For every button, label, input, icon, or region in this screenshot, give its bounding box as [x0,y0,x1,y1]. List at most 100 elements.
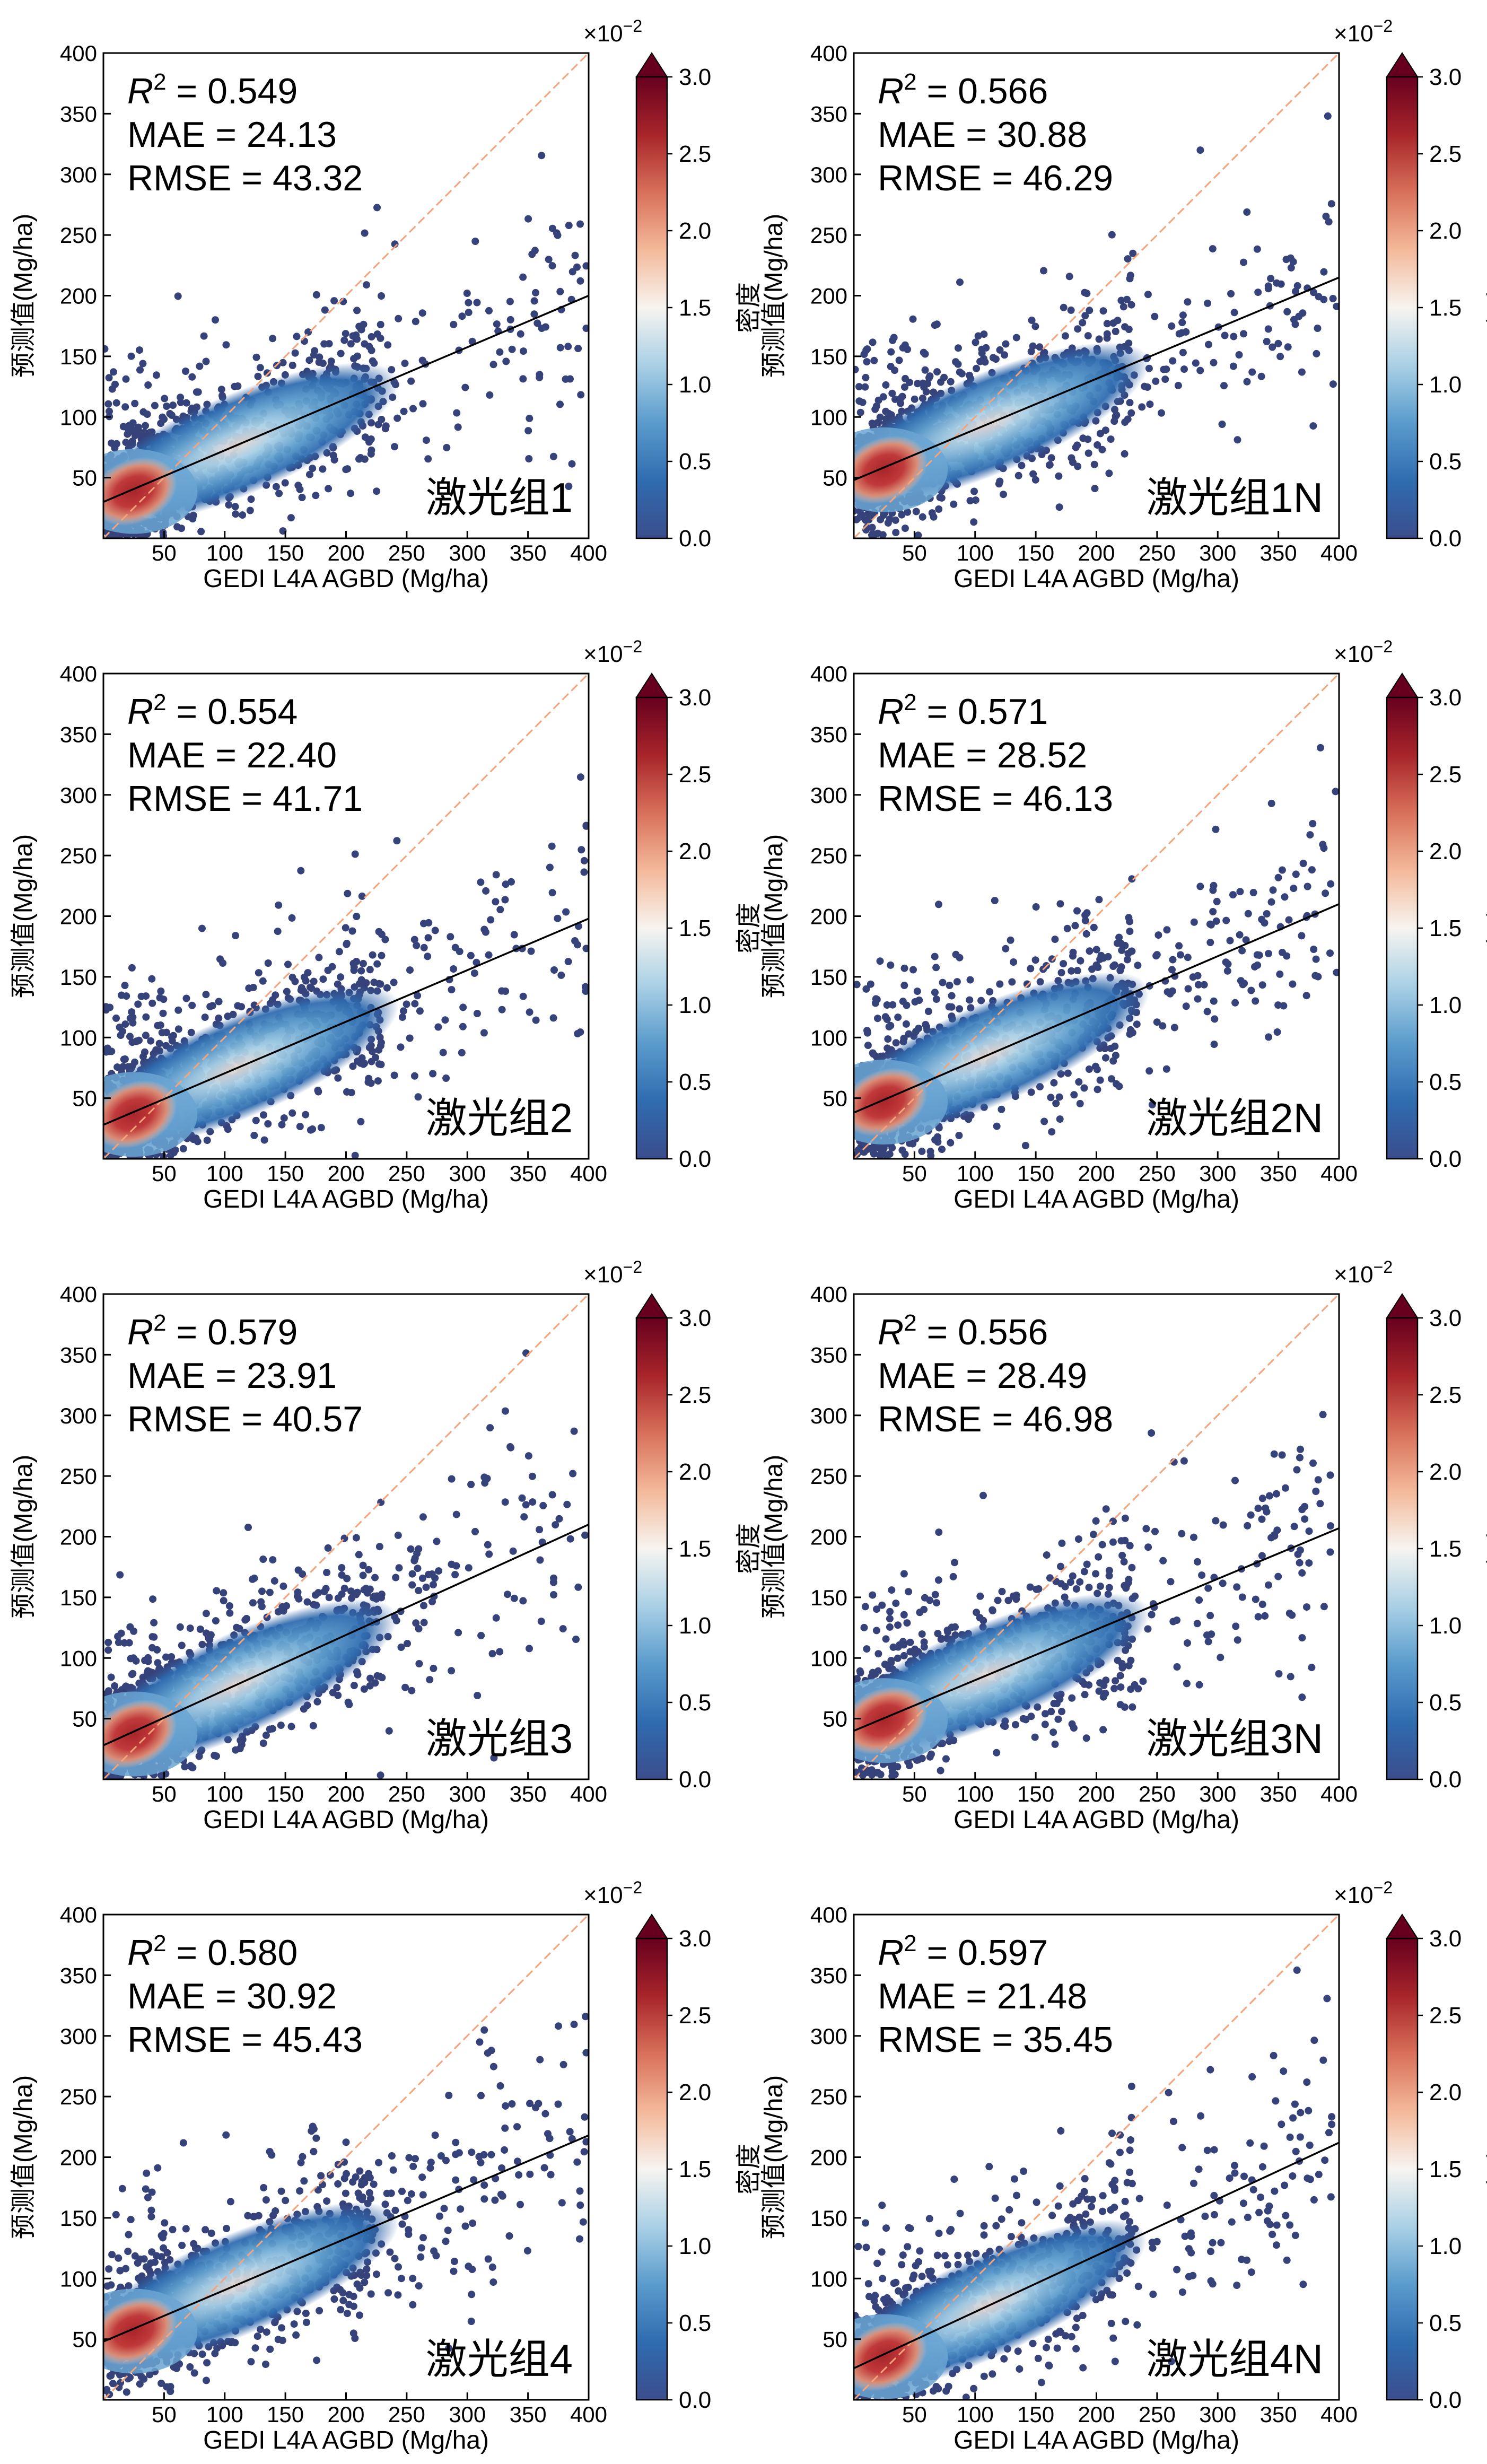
scatter-point [1002,340,1010,348]
scatter-point [879,511,887,519]
scatter-point [922,388,930,396]
metric-r2: R2 = 0.549 [127,69,298,111]
scatter-point [1031,322,1039,330]
scatter-point [1146,400,1154,408]
scatter-point [450,965,458,973]
x-tick-label: 350 [510,1161,547,1186]
scatter-point [450,320,458,328]
scatter-point [1028,316,1036,324]
y-tick-label: 350 [810,101,847,126]
scatter-point [508,345,516,353]
scatter-point [171,1146,179,1154]
scatter-point [288,362,296,369]
y-tick-label: 350 [60,722,97,747]
scatter-point [901,383,908,391]
scatter-point [980,330,988,338]
scatter-point [914,531,922,538]
scatter-point [473,958,480,966]
scatter-point [342,924,349,932]
scatter-point [139,408,147,416]
scatter-point [485,307,493,314]
scatter-point [347,1089,355,1097]
scatter-point [487,916,495,924]
scatter-point [950,500,958,508]
metric-r2: R2 = 0.566 [878,69,1048,111]
scatter-point [429,1070,437,1078]
scatter-point [411,1000,419,1008]
scatter-point [1196,146,1204,154]
scatter-point [1234,436,1241,444]
x-tick-label: 250 [388,540,425,565]
scatter-point [441,1016,449,1024]
scatter-point [357,1059,364,1067]
scatter-point [887,348,895,356]
scatter-point [1310,289,1317,296]
x-tick-label: 200 [327,1161,364,1186]
scatter-point [283,988,291,995]
metric-r2: R2 = 0.554 [127,689,298,732]
scatter-point [520,347,527,355]
scatter-point [151,401,159,409]
scatter-point [366,966,374,974]
scatter-point [919,513,926,521]
scatter-point [397,1043,405,1051]
scatter-point [293,333,301,340]
scatter-point [506,316,514,324]
scatter-point [296,485,304,493]
scatter-point [1081,916,1089,924]
y-tick-label: 250 [810,223,847,248]
colorbar-extend-arrow [1386,52,1419,77]
scatter-point [247,495,255,503]
scatter-point [912,508,920,515]
scatter-point [128,1008,136,1016]
scatter-point [545,256,553,264]
scatter-point [317,1124,325,1132]
scatter-point [582,945,589,953]
scatter-point [361,455,369,463]
scatter-point [556,344,564,352]
scatter-point [370,978,378,986]
scatter-point [901,341,909,349]
scatter-point [179,1144,187,1152]
scatter-point [995,480,1003,488]
scatter-point [1046,461,1054,469]
y-tick-label: 100 [810,405,847,430]
scatter-point [391,443,398,451]
scatter-point [1283,952,1291,960]
scatter-point [291,349,299,357]
scatter-point [384,341,392,349]
scatter-point [200,332,208,340]
scatter-point [1060,303,1068,311]
scatter-point [1047,454,1055,462]
scatter-point [315,954,323,962]
y-tick-label: 300 [60,783,97,808]
scatter-point [914,380,922,388]
x-tick-label: 350 [1260,540,1297,565]
y-tick-label: 400 [60,661,97,686]
scatter-point [407,377,415,385]
scatter-point [463,290,471,297]
colorbar-tick-label: 0.0 [679,1146,711,1172]
scatter-point [361,340,369,348]
scatter-point [461,383,469,391]
scatter-point [935,505,943,513]
scatter-point [577,391,585,399]
scatter-point [153,371,160,379]
scatter-point [526,1008,533,1016]
scatter-point [1269,343,1276,351]
scatter-point [231,503,239,511]
scatter-point [909,966,917,974]
scatter-point [328,963,336,971]
scatter-point [1313,349,1320,357]
scatter-point [548,262,556,270]
scatter-point [496,906,504,914]
scatter-point [1329,295,1337,302]
scatter-point [147,1037,155,1045]
x-tick-label: 350 [510,540,547,565]
scatter-point [956,1005,964,1013]
scatter-point [182,399,190,407]
scatter-point [222,341,230,349]
metric-mae: MAE = 24.13 [127,115,337,155]
scatter-point [876,413,884,421]
